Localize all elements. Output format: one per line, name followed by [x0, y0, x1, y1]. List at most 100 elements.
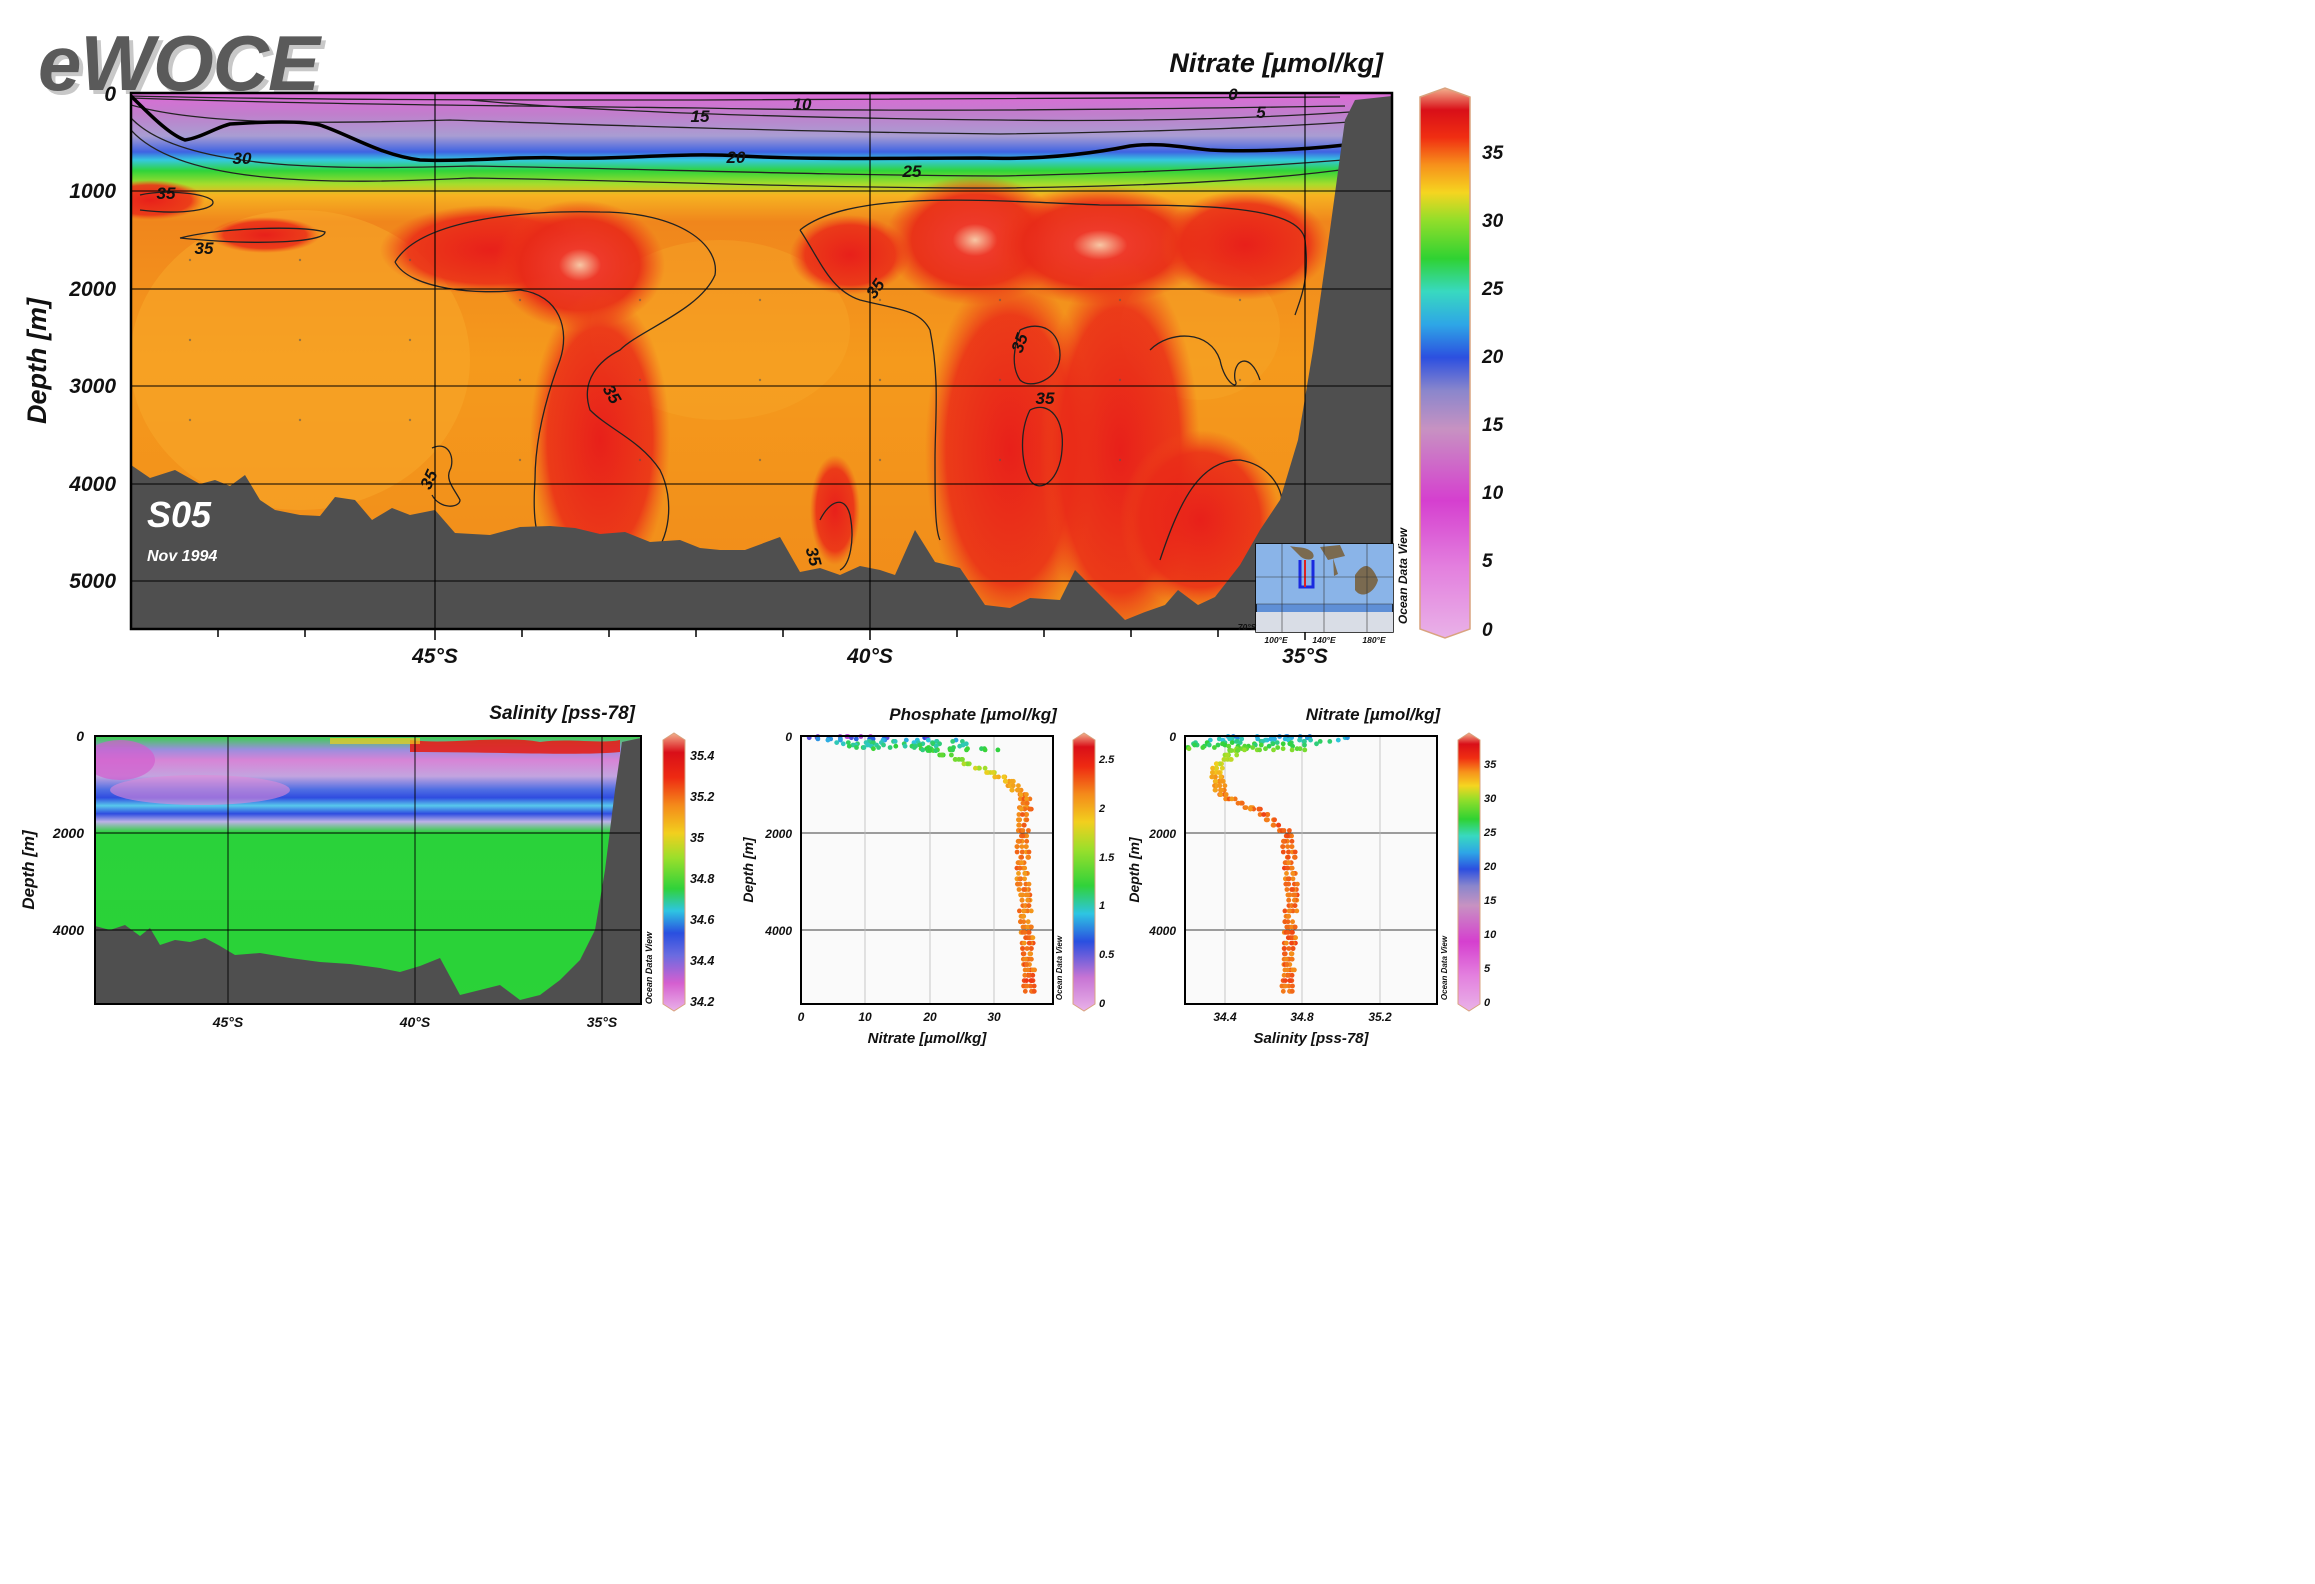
y-tick: 4000: [52, 922, 84, 938]
scatter-point: [1282, 919, 1288, 925]
scatter-point: [1286, 913, 1291, 919]
scatter-point: [1030, 935, 1036, 941]
scatter-point: [892, 739, 898, 744]
scatter-point: [920, 747, 926, 753]
scatter-point: [1286, 860, 1292, 866]
colorbar-tick: 35: [1482, 143, 1504, 164]
scatter-point: [1288, 951, 1294, 957]
scatter-point: [1280, 746, 1286, 752]
contour-label: 30: [233, 149, 252, 168]
colorbar-tick: 35: [690, 831, 705, 845]
phosphate-grid-minor: [864, 736, 995, 1004]
scatter-point: [1017, 796, 1023, 802]
x-tick: 10: [858, 1010, 872, 1024]
scatter-point: [1024, 978, 1029, 983]
colorbar-tick: 20: [1483, 861, 1497, 873]
scatter-point: [1024, 946, 1030, 951]
scatter-point: [1026, 972, 1032, 978]
scatter-point: [950, 747, 955, 753]
scatter-point: [961, 761, 967, 767]
scatter-point: [1290, 919, 1295, 925]
scatter-point: [1289, 747, 1295, 753]
scatter-point: [1282, 978, 1288, 983]
inset-ticks: 100°E 140°E 180°E 70°S: [1238, 622, 1386, 645]
salinity-grid: [95, 736, 641, 1004]
scatter-point: [825, 737, 831, 743]
nitrate-scatter-title: Nitrate [µmol/kg]: [1306, 705, 1442, 724]
scatter-point: [1293, 935, 1298, 941]
scatter-point: [1317, 739, 1323, 744]
scatter-point: [1022, 871, 1028, 876]
scatter-point: [1286, 849, 1291, 855]
y-tick: 2000: [68, 278, 116, 301]
salinity-x-ticks: 45°S 40°S 35°S: [212, 1014, 618, 1030]
contour-label: 35: [195, 239, 214, 258]
scatter-point: [1302, 742, 1307, 748]
scatter-point: [1232, 796, 1238, 802]
colorbar-tick: 35: [1484, 759, 1497, 771]
salinity-y-axis-label: Depth [m]: [19, 829, 38, 910]
scatter-point: [1026, 940, 1032, 946]
scatter-point: [1284, 924, 1290, 930]
y-tick: 3000: [69, 375, 116, 398]
odv-watermark: Ocean Data View: [1440, 935, 1449, 1000]
scatter-point: [1250, 745, 1256, 750]
colorbar-tick: 2: [1098, 803, 1105, 815]
x-tick: 20: [922, 1010, 937, 1024]
scatter-point: [1186, 746, 1192, 752]
scatter-point: [1016, 783, 1021, 789]
scatter-point: [1284, 940, 1289, 946]
scatter-point: [1285, 935, 1291, 941]
y-tick: 2000: [52, 825, 84, 841]
scatter-point: [1282, 908, 1288, 914]
scatter-point: [840, 741, 846, 747]
scatter-point: [1229, 748, 1234, 753]
colorbar-tick: 34.6: [690, 913, 715, 927]
main-colorbar-ticks: 35 30 25 20 15 10 5 0: [1481, 143, 1504, 641]
scatter-point: [1009, 787, 1015, 793]
scatter-point: [1022, 930, 1028, 935]
contour-label: 25: [902, 162, 922, 181]
scatter-point: [1200, 745, 1206, 750]
scatter-point: [1024, 817, 1030, 823]
scatter-point: [1289, 838, 1295, 844]
main-y-axis-label: Depth [m]: [22, 297, 52, 424]
scatter-point: [1219, 778, 1225, 784]
scatter-point: [1218, 792, 1223, 797]
salinity-colorbar: [662, 732, 686, 1012]
scatter-point: [1271, 747, 1276, 753]
scatter-point: [870, 736, 876, 742]
scatter-point: [1327, 739, 1333, 744]
scatter-point: [1302, 739, 1307, 744]
scatter-point: [1213, 765, 1219, 771]
scatter-point: [1021, 951, 1027, 957]
scatter-point: [1016, 817, 1022, 823]
scatter-point: [1242, 747, 1247, 753]
phosphate-scatter-points: [806, 734, 1037, 994]
scatter-point: [1229, 740, 1235, 745]
scatter-point: [1020, 828, 1026, 833]
scatter-point: [1266, 743, 1272, 749]
scatter-point: [1213, 778, 1219, 784]
salinity-title: Salinity [pss-78]: [489, 703, 635, 724]
scatter-point: [1022, 972, 1028, 978]
scatter-point: [1290, 983, 1295, 989]
scatter-point: [1019, 844, 1025, 849]
scatter-point: [1016, 871, 1021, 876]
scatter-point: [1217, 761, 1223, 767]
scatter-point: [1216, 770, 1222, 775]
scatter-point: [1285, 854, 1291, 860]
scatter-point: [1292, 849, 1298, 855]
scatter-point: [1015, 838, 1021, 844]
scatter-point: [1234, 752, 1240, 758]
scatter-point: [1210, 770, 1215, 775]
scatter-point: [1283, 881, 1289, 887]
scatter-point: [1229, 796, 1235, 802]
scatter-point: [1289, 865, 1295, 871]
scatter-point: [853, 736, 859, 742]
scatter-point: [1286, 972, 1291, 978]
scatter-point: [1031, 988, 1037, 994]
colorbar-tick: 34.4: [690, 954, 714, 968]
scatter-point: [1289, 972, 1295, 978]
scatter-point: [1225, 752, 1230, 758]
